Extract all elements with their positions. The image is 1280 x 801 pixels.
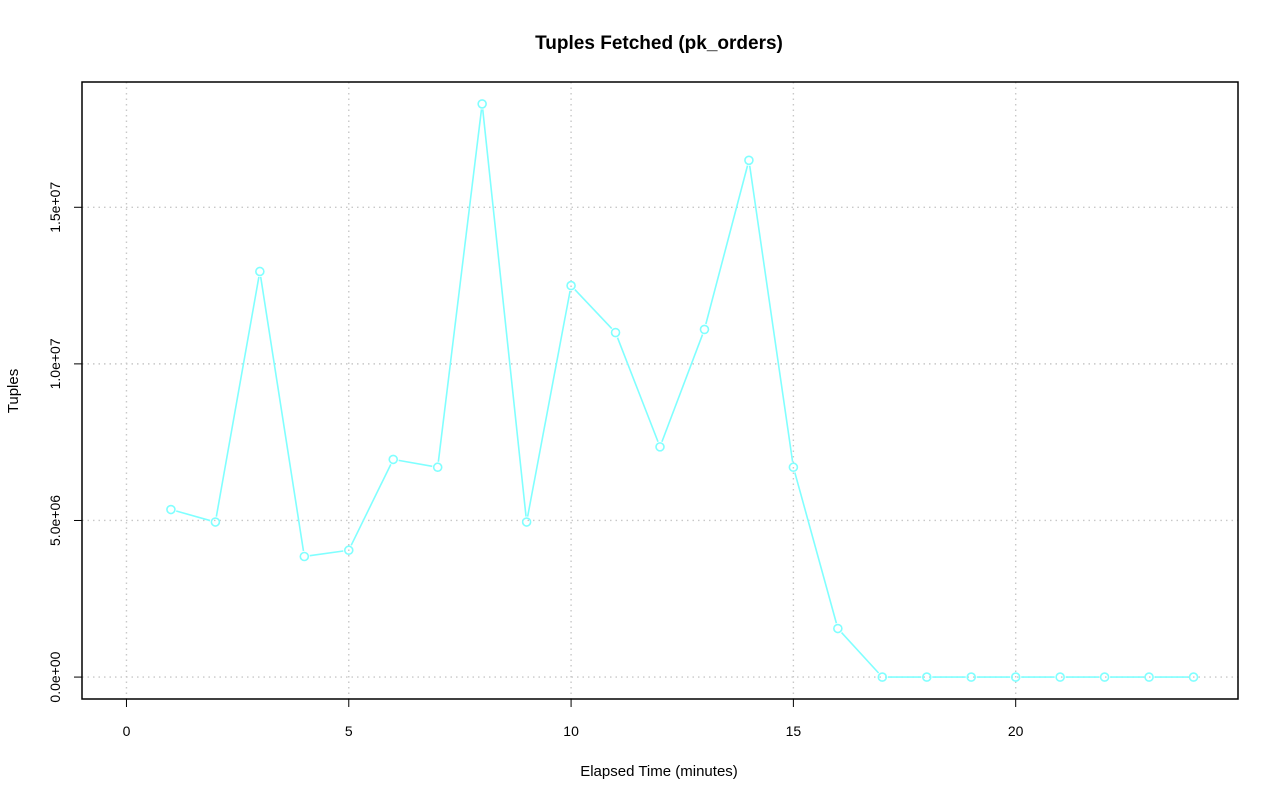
- data-point: [388, 454, 399, 465]
- data-point: [744, 155, 754, 166]
- data-point: [1055, 672, 1065, 682]
- plot-frame: [81, 81, 1239, 700]
- data-point: [788, 462, 799, 473]
- data-point: [343, 545, 354, 556]
- series-line-segment: [481, 109, 527, 517]
- x-tick-label: 15: [786, 723, 802, 739]
- series-line-segment: [840, 632, 880, 674]
- series-line-segment: [794, 472, 838, 624]
- series-line-segment: [616, 337, 659, 443]
- series-line-segment: [437, 109, 483, 462]
- data-point: [610, 327, 621, 338]
- data-point: [521, 517, 532, 527]
- y-tick-label: 1.5e+07: [47, 182, 63, 233]
- series-line-segment: [175, 510, 211, 522]
- data-point: [1099, 672, 1110, 682]
- data-point: [1010, 672, 1021, 682]
- series-line-segment: [398, 459, 433, 468]
- series-line-segment: [215, 276, 260, 517]
- series-line-segment: [748, 165, 794, 462]
- data-point: [699, 324, 710, 335]
- chart-title: Tuples Fetched (pk_orders): [535, 33, 783, 54]
- x-tick-label: 5: [345, 723, 353, 739]
- series-line-segment: [661, 334, 704, 443]
- series-line-segment: [350, 463, 392, 546]
- data-point: [966, 672, 977, 682]
- data-point: [299, 551, 310, 562]
- series-group: [166, 99, 1199, 682]
- x-axis: 0 5 10 15 20: [123, 699, 1024, 739]
- x-tick-label: 0: [123, 723, 131, 739]
- y-axis: 0.0e+00 5.0e+06 1.0e+07 1.5e+07: [47, 182, 82, 703]
- y-tick-label: 0.0e+00: [47, 651, 63, 702]
- data-point: [921, 672, 932, 682]
- data-point: [1188, 672, 1199, 682]
- data-point: [1144, 672, 1154, 682]
- data-point: [210, 517, 221, 527]
- data-point: [833, 623, 843, 634]
- x-axis-label: Elapsed Time (minutes): [580, 763, 738, 780]
- grid: [82, 82, 1238, 699]
- data-point: [566, 280, 576, 291]
- series-line-segment: [574, 289, 613, 330]
- series-line-segment: [259, 276, 305, 552]
- series-line-segment: [526, 290, 571, 517]
- data-point: [166, 504, 176, 515]
- series-line-segment: [705, 165, 749, 325]
- data-point: [255, 266, 265, 277]
- data-point: [655, 442, 665, 452]
- y-axis-label: Tuples: [5, 369, 22, 413]
- data-point: [877, 672, 888, 682]
- y-tick-label: 5.0e+06: [47, 495, 63, 546]
- x-tick-label: 20: [1008, 723, 1024, 739]
- data-point: [477, 99, 487, 109]
- x-tick-label: 10: [563, 723, 579, 739]
- data-point: [432, 462, 443, 473]
- y-tick-label: 1.0e+07: [47, 338, 63, 389]
- series-line-segment: [309, 550, 344, 557]
